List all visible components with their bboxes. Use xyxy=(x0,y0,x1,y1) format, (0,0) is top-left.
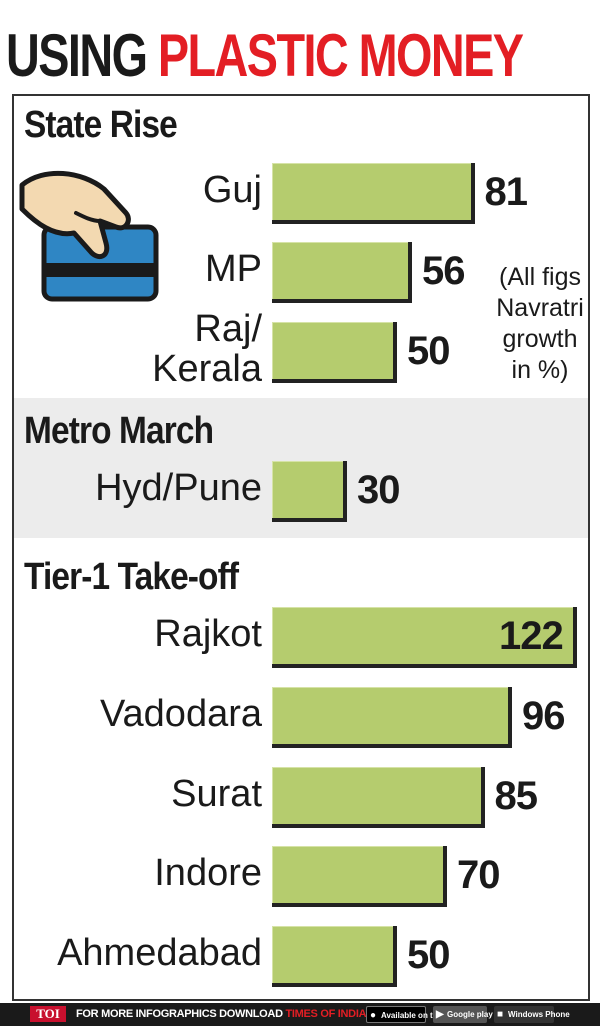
app-store-badge[interactable]: ● Available on the App Store xyxy=(366,1006,482,1023)
value-label: 30 xyxy=(357,468,400,512)
play-icon: ▶ xyxy=(436,1009,444,1020)
windows-icon: ■ xyxy=(497,1009,504,1020)
google-play-badge[interactable]: ▶ Google play xyxy=(433,1006,493,1023)
footnote-navratri-growth: (All figs Navratri growth in %) xyxy=(496,263,584,384)
footer-bar: TOI FOR MORE INFOGRAPHICS DOWNLOAD TIMES… xyxy=(0,1003,600,1026)
value-label: 85 xyxy=(494,774,538,818)
category-label: Rajkot xyxy=(154,613,262,655)
section-title-metro-march: Metro March xyxy=(24,410,214,452)
bar-indore xyxy=(272,845,447,907)
windows-phone-badge[interactable]: ■ Windows Phone xyxy=(494,1006,570,1023)
hand-holding-card-icon xyxy=(19,170,159,302)
apple-icon: ● xyxy=(370,1010,377,1021)
headline: USING PLASTIC MONEY xyxy=(6,20,524,92)
category-label: Surat xyxy=(171,773,262,815)
headline-part-1: USING xyxy=(6,22,148,89)
footer-promo-text: FOR MORE INFOGRAPHICS DOWNLOAD TIMES OF … xyxy=(76,1008,390,1020)
toi-logo: TOI xyxy=(30,1006,66,1022)
bar-surat xyxy=(272,766,485,828)
category-label: Vadodara xyxy=(100,693,262,735)
value-label: 96 xyxy=(522,694,565,738)
bar-hyd-pune xyxy=(272,460,347,522)
value-label: 50 xyxy=(407,933,450,977)
bar-vadodara xyxy=(272,686,512,748)
section-title-tier1-takeoff: Tier-1 Take-off xyxy=(24,556,239,598)
category-label: MP xyxy=(205,248,262,290)
section-title-state-rise: State Rise xyxy=(24,104,178,146)
bar-raj-kerala xyxy=(272,321,397,383)
bar-guj xyxy=(272,162,475,224)
category-label: Raj/Kerala xyxy=(152,308,262,390)
bar-rajkot xyxy=(272,606,577,668)
category-label: Hyd/Pune xyxy=(95,467,262,509)
value-label: 81 xyxy=(484,170,528,214)
value-label: 122 xyxy=(499,614,564,658)
bar-mp xyxy=(272,241,412,303)
headline-part-2: PLASTIC MONEY xyxy=(157,22,524,89)
bar-ahmedabad xyxy=(272,925,397,987)
category-label: Ahmedabad xyxy=(57,932,262,974)
value-label: 50 xyxy=(407,329,450,373)
category-label: Indore xyxy=(154,852,262,894)
category-label: Guj xyxy=(202,169,262,211)
value-label: 70 xyxy=(457,853,500,897)
value-label: 56 xyxy=(422,249,465,293)
